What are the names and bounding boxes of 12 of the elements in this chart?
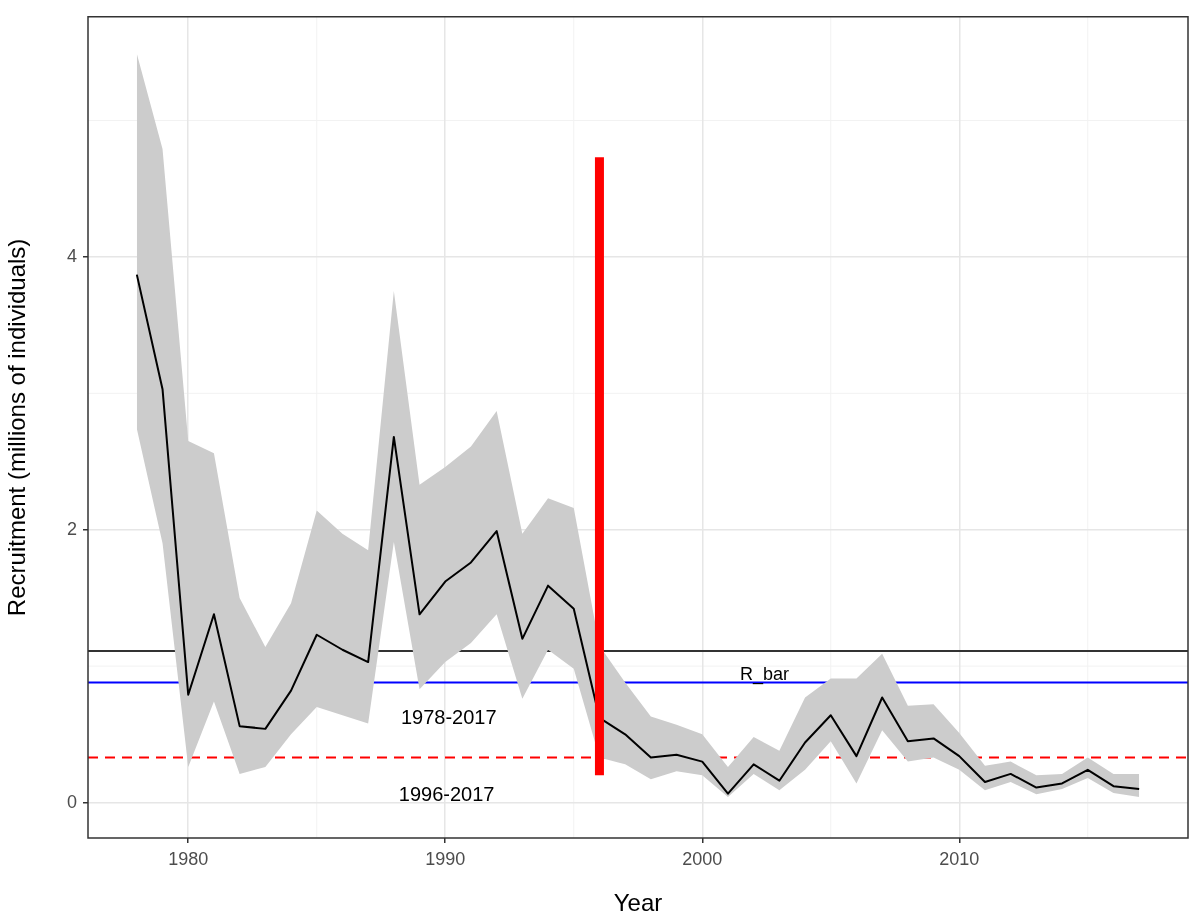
- annotation: 1996-2017: [398, 782, 495, 805]
- ref-line-label: R_bar: [739, 664, 790, 686]
- x-tick-label: 1980: [168, 848, 209, 869]
- y-tick-label: 4: [66, 245, 77, 266]
- x-tick-label: 2010: [939, 848, 980, 869]
- y-tick-label: 0: [66, 791, 77, 812]
- annotation: 1978-2017: [400, 706, 497, 729]
- y-tick-label: 2: [66, 518, 77, 539]
- x-axis-title: Year: [613, 889, 663, 917]
- x-tick-label: 1990: [425, 848, 466, 869]
- x-tick-label: 2000: [682, 848, 723, 869]
- y-axis-title: Recruitment (millions of individuals): [3, 238, 31, 617]
